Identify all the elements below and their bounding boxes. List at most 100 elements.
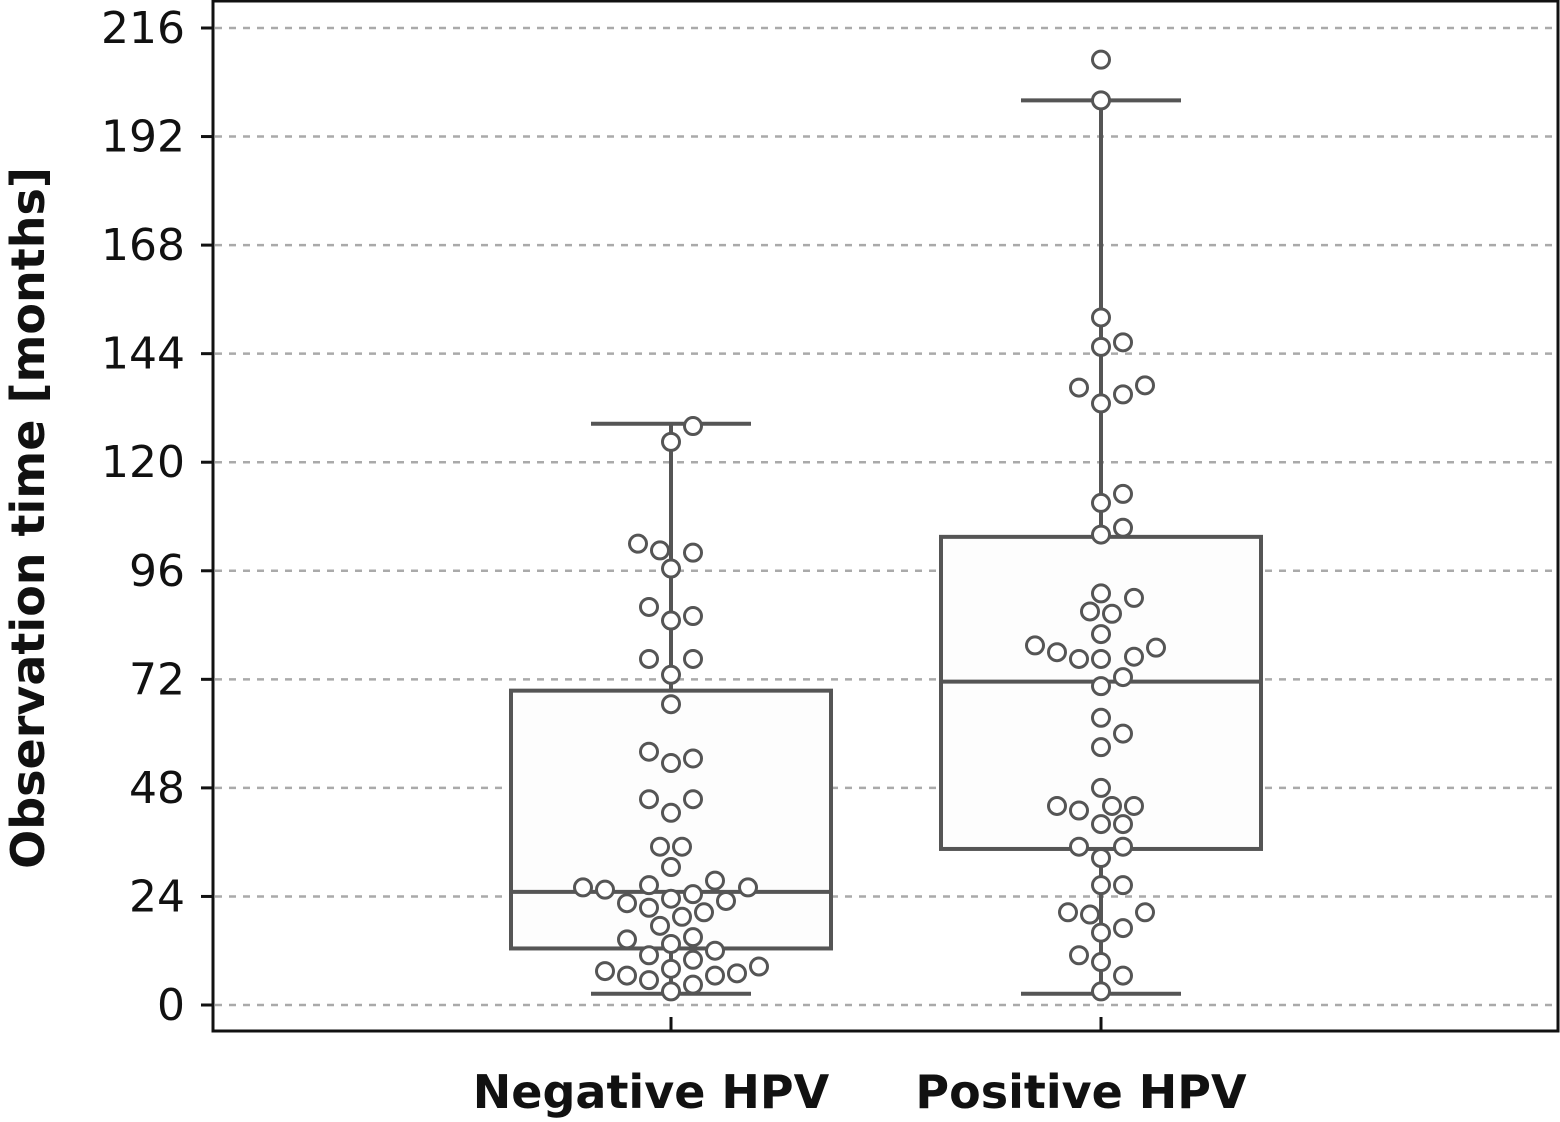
y-axis-title: Observation time [months] <box>1 167 55 869</box>
data-point <box>1091 737 1111 758</box>
data-point <box>1091 492 1111 513</box>
data-point <box>1058 902 1078 923</box>
data-point <box>1091 875 1111 896</box>
data-point <box>639 897 659 918</box>
data-point <box>639 875 659 896</box>
y-tick-label: 24 <box>129 871 185 922</box>
data-point <box>1091 336 1111 357</box>
data-point <box>1113 875 1133 896</box>
x-tick-label: Negative HPV <box>473 1065 830 1119</box>
data-point <box>1069 800 1089 821</box>
data-point <box>661 933 681 954</box>
data-point <box>1091 524 1111 545</box>
data-point <box>661 981 681 1002</box>
data-point <box>1091 777 1111 798</box>
data-point <box>661 664 681 685</box>
data-point <box>617 929 637 950</box>
data-point <box>705 965 725 986</box>
data-point <box>1069 836 1089 857</box>
data-point <box>694 902 714 923</box>
data-point <box>1091 922 1111 943</box>
data-point <box>1091 707 1111 728</box>
data-point <box>1091 676 1111 697</box>
data-point <box>1113 667 1133 688</box>
data-point <box>650 540 670 561</box>
data-point <box>1113 384 1133 405</box>
data-point <box>749 956 769 977</box>
data-point <box>672 906 692 927</box>
y-tick-label: 216 <box>101 3 185 54</box>
data-point <box>1124 587 1144 608</box>
data-point <box>1091 624 1111 645</box>
data-point <box>683 789 703 810</box>
data-point <box>1113 332 1133 353</box>
data-point <box>661 753 681 774</box>
data-point <box>661 857 681 878</box>
data-point <box>1047 642 1067 663</box>
data-point <box>1113 814 1133 835</box>
data-point <box>1025 635 1045 656</box>
data-point <box>1113 483 1133 504</box>
data-point <box>628 533 648 554</box>
data-point <box>650 836 670 857</box>
data-point <box>1146 637 1166 658</box>
gridlines <box>215 26 1558 1007</box>
data-point <box>683 949 703 970</box>
data-point <box>705 940 725 961</box>
data-point <box>683 416 703 437</box>
data-points <box>573 49 1166 1002</box>
y-tick-label: 48 <box>129 763 185 814</box>
data-point <box>1091 847 1111 868</box>
data-point <box>705 870 725 891</box>
data-point <box>683 974 703 995</box>
data-point <box>683 748 703 769</box>
data-point <box>1102 795 1122 816</box>
y-axis-ticks: 0 24 48 72 96 120 144 168 192 216 <box>101 3 213 1031</box>
data-point <box>661 802 681 823</box>
data-point <box>1069 945 1089 966</box>
y-tick-label: 192 <box>101 112 185 163</box>
data-point <box>617 893 637 914</box>
data-point <box>639 741 659 762</box>
data-point <box>661 610 681 631</box>
data-point <box>672 836 692 857</box>
data-point <box>1091 307 1111 328</box>
data-point <box>683 542 703 563</box>
data-point <box>1091 49 1111 70</box>
data-point <box>1135 902 1155 923</box>
data-point <box>1047 795 1067 816</box>
y-tick-label: 120 <box>101 437 185 488</box>
data-point <box>1091 648 1111 669</box>
data-point <box>1113 517 1133 538</box>
data-point <box>639 945 659 966</box>
data-point <box>683 927 703 948</box>
data-point <box>1091 90 1111 111</box>
data-point <box>1069 648 1089 669</box>
data-point <box>661 888 681 909</box>
data-point <box>639 648 659 669</box>
data-point <box>1080 601 1100 622</box>
y-tick-label: 168 <box>101 220 185 271</box>
data-point <box>661 431 681 452</box>
data-point <box>1113 836 1133 857</box>
data-point <box>1135 375 1155 396</box>
data-point <box>1113 965 1133 986</box>
data-point <box>1091 952 1111 973</box>
data-point <box>683 648 703 669</box>
x-tick-label: Positive HPV <box>915 1065 1247 1119</box>
data-point <box>727 963 747 984</box>
boxes <box>509 98 1263 996</box>
y-tick-label: 72 <box>129 654 185 705</box>
data-point <box>573 877 593 898</box>
data-point <box>683 884 703 905</box>
data-point <box>639 789 659 810</box>
data-point <box>1124 795 1144 816</box>
y-tick-label: 144 <box>101 329 185 380</box>
data-point <box>1124 646 1144 667</box>
data-point <box>1113 918 1133 939</box>
y-tick-label: 96 <box>129 546 185 597</box>
x-axis-ticks: Negative HPV Positive HPV <box>473 1017 1247 1119</box>
data-point <box>595 961 615 982</box>
data-point <box>1069 377 1089 398</box>
data-point <box>1113 723 1133 744</box>
